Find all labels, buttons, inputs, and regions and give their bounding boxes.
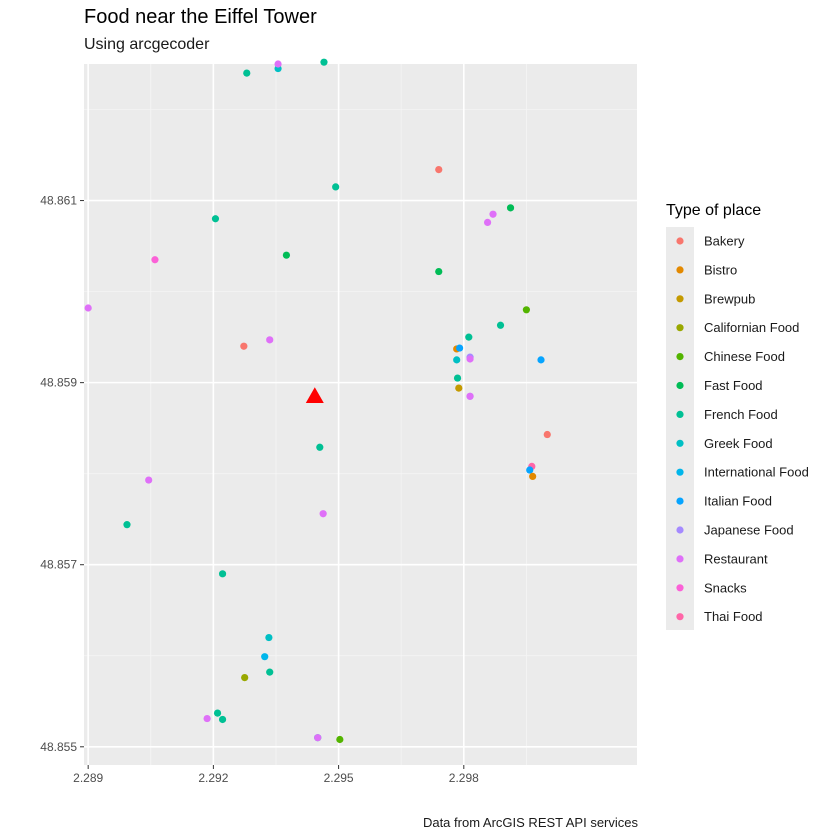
data-point [282,251,291,259]
legend-label: Bakery [704,234,745,249]
data-point [526,466,534,474]
legend-label: Greek Food [704,436,773,451]
data-point [320,58,328,66]
data-point [240,342,248,350]
legend-label: Bistro [704,262,737,277]
legend-key-background [666,227,694,630]
data-point [466,392,474,400]
legend-label: Snacks [704,580,747,595]
data-point [506,204,515,212]
legend-key [676,613,684,621]
data-points [84,58,551,744]
y-tick-label: 48.861 [40,194,77,208]
legend-key [676,526,684,534]
x-tick-label: 2.295 [324,771,354,785]
legend-label: Fast Food [704,378,763,393]
data-point [261,653,269,661]
data-point [466,355,474,363]
legend-label: Italian Food [704,494,772,509]
data-point [496,321,505,329]
grid-minor [84,64,637,765]
plot-panel [84,64,637,765]
legend: Type of place Bakery Bistro Brewpub Califor… [666,202,809,630]
data-point [453,374,462,382]
data-point [465,333,473,341]
data-point [265,633,273,642]
data-point [537,356,545,364]
legend-key [676,410,684,418]
legend-label: French Food [704,407,778,422]
data-point [336,735,344,744]
y-tick-label: 48.859 [40,376,77,390]
data-point [218,715,227,724]
legend-label: Japanese Food [704,523,794,538]
data-point [522,306,531,314]
legend-label: Brewpub [704,291,755,306]
triangle-marker [305,387,324,404]
x-tick-label: 2.298 [449,771,479,785]
y-axis: 48.855 48.857 48.859 48.861 [40,194,84,754]
data-point [203,714,211,723]
x-tick-label: 2.292 [198,771,228,785]
legend-label: Restaurant [704,551,768,566]
legend-title: Type of place [666,202,761,219]
data-point [316,443,324,451]
data-point [266,336,274,344]
data-point [243,69,251,77]
data-point [123,521,131,529]
legend-key [676,237,684,245]
y-tick-label: 48.857 [40,558,77,572]
legend-key [676,266,684,274]
y-tick-label: 48.855 [40,740,77,754]
legend-key [676,555,684,563]
legend-key [676,381,684,390]
data-point [456,344,464,352]
legend-label: Californian Food [704,320,799,335]
data-point [319,510,327,518]
eiffel-tower-marker [305,387,324,404]
x-axis: 2.289 2.292 2.295 2.298 [73,765,479,785]
data-point [84,304,92,312]
data-point [241,674,249,682]
data-point [274,60,282,68]
chart-title: Food near the Eiffel Tower [84,6,317,28]
data-point [455,384,463,392]
data-point [489,210,497,218]
data-point [151,256,159,264]
legend-label: Thai Food [704,609,763,624]
data-point [543,430,551,439]
legend-key [676,295,684,303]
legend-label: International Food [704,465,809,480]
data-point [435,267,443,276]
legend-key [676,353,684,361]
data-point [145,476,153,484]
data-point [529,472,537,481]
chart-caption: Data from ArcGIS REST API services [422,815,638,830]
data-point [314,734,322,742]
legend-label: Chinese Food [704,349,785,364]
data-point [213,709,222,717]
data-point [483,218,492,227]
data-point [211,215,220,223]
legend-key [676,584,684,592]
data-point [218,570,227,578]
x-tick-label: 2.289 [73,771,103,785]
data-point [435,166,443,174]
chart-subtitle: Using arcgecoder [84,36,210,53]
data-point [332,183,340,191]
data-point [453,356,461,364]
legend-key [676,439,684,447]
legend-key [676,468,684,476]
data-point [266,668,274,676]
grid-major [84,64,637,765]
legend-key [676,324,684,332]
legend-key [676,497,684,505]
